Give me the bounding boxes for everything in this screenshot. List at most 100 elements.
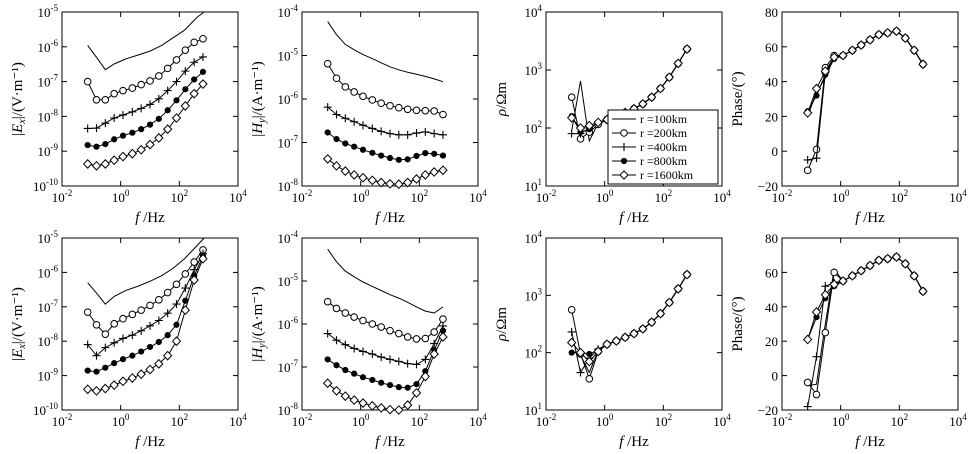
x-tick-label: 10-2 bbox=[52, 188, 73, 205]
plot-frame bbox=[781, 237, 959, 411]
data-point bbox=[438, 332, 448, 342]
series-line bbox=[571, 274, 688, 355]
data-point bbox=[673, 283, 683, 294]
data-point bbox=[420, 169, 431, 180]
data-point bbox=[129, 129, 136, 136]
data-point bbox=[567, 93, 576, 101]
data-point bbox=[102, 364, 109, 371]
y-tick-label: 104 bbox=[525, 229, 543, 246]
y-tick-label: 0 bbox=[772, 144, 779, 159]
data-point bbox=[404, 384, 411, 391]
data-point bbox=[92, 320, 101, 329]
data-point bbox=[118, 110, 127, 119]
data-point bbox=[838, 50, 848, 61]
data-point bbox=[430, 107, 438, 115]
data-point bbox=[351, 143, 358, 150]
y-tick-label: 10-7 bbox=[278, 134, 299, 151]
data-point bbox=[421, 106, 430, 115]
data-point bbox=[394, 179, 404, 190]
data-point bbox=[439, 152, 447, 159]
data-point bbox=[349, 395, 359, 406]
data-point bbox=[412, 335, 421, 343]
legend-label: r =100km bbox=[640, 112, 688, 126]
data-point bbox=[593, 346, 603, 357]
y-tick-label: 104 bbox=[525, 3, 543, 20]
x-tick-label: 102 bbox=[411, 412, 429, 429]
data-point bbox=[350, 344, 359, 353]
data-point bbox=[154, 316, 163, 325]
chart-bottom-rho: 10-2 100 102 104 101 102 103 104 ρ/Ωm f /Hz bbox=[494, 229, 731, 450]
data-point bbox=[154, 133, 164, 143]
data-point bbox=[110, 320, 118, 328]
x-tick-label: 102 bbox=[891, 188, 909, 205]
data-point bbox=[128, 331, 137, 340]
x-axis-label: f /Hz bbox=[855, 434, 885, 450]
series-line bbox=[327, 301, 444, 340]
data-point bbox=[350, 88, 358, 96]
plot-frame bbox=[781, 11, 959, 187]
data-point bbox=[802, 107, 813, 118]
data-point bbox=[821, 282, 830, 291]
data-point bbox=[91, 160, 102, 171]
y-tick-label: 102 bbox=[525, 344, 543, 361]
data-point bbox=[847, 45, 858, 56]
legend-label: r =200km bbox=[640, 126, 688, 140]
data-point bbox=[182, 86, 189, 93]
y-tick-label: 60 bbox=[765, 40, 778, 55]
data-point bbox=[146, 343, 154, 351]
y-tick-label: 10-8 bbox=[278, 177, 299, 194]
data-point bbox=[664, 72, 675, 83]
data-point bbox=[803, 155, 812, 164]
x-axis-label: f /Hz bbox=[619, 434, 649, 450]
data-point bbox=[350, 313, 358, 321]
x-tick-label: 100 bbox=[112, 188, 130, 205]
data-point bbox=[378, 152, 385, 159]
data-point bbox=[386, 326, 394, 335]
data-point bbox=[92, 351, 101, 360]
data-point bbox=[136, 144, 146, 155]
data-point bbox=[127, 373, 138, 383]
data-point bbox=[110, 89, 118, 98]
data-point bbox=[368, 96, 377, 104]
data-point bbox=[368, 124, 377, 133]
data-point bbox=[145, 139, 155, 150]
data-point bbox=[812, 352, 821, 361]
data-point bbox=[377, 353, 386, 362]
data-point bbox=[100, 383, 111, 394]
data-point bbox=[155, 295, 163, 304]
data-point bbox=[145, 364, 155, 375]
y-axis-label: ρ/Ωm bbox=[494, 82, 510, 118]
y-tick-label: 10-8 bbox=[38, 332, 59, 349]
data-point bbox=[576, 368, 585, 377]
data-point bbox=[377, 323, 385, 331]
data-point bbox=[404, 156, 411, 163]
data-point bbox=[129, 352, 136, 359]
data-point bbox=[100, 159, 111, 169]
data-point bbox=[332, 74, 341, 83]
y-tick-label: 10-7 bbox=[278, 358, 299, 375]
y-tick-label: 102 bbox=[525, 119, 543, 136]
series-line bbox=[87, 237, 205, 305]
y-tick-label: 10-4 bbox=[278, 229, 299, 246]
x-tick-label: 10-2 bbox=[536, 188, 557, 205]
data-point bbox=[803, 166, 812, 175]
data-point bbox=[340, 166, 351, 177]
data-point bbox=[812, 390, 821, 399]
data-point bbox=[567, 305, 576, 314]
data-point bbox=[154, 94, 163, 103]
x-tick-label: 102 bbox=[655, 188, 673, 205]
data-point bbox=[682, 44, 692, 54]
legend-marker bbox=[620, 157, 628, 165]
data-point bbox=[412, 106, 421, 115]
x-tick-label: 10-2 bbox=[292, 412, 313, 429]
data-point bbox=[402, 400, 413, 411]
data-point bbox=[138, 348, 145, 355]
data-point bbox=[359, 92, 367, 101]
data-point bbox=[173, 97, 180, 104]
y-axis-label: |Hy|/(A·m⁻¹) bbox=[250, 61, 268, 136]
data-point bbox=[333, 135, 340, 143]
data-point bbox=[820, 66, 831, 77]
data-point bbox=[350, 117, 359, 126]
y-tick-label: 10-7 bbox=[38, 298, 59, 315]
x-axis-label: f /Hz bbox=[375, 210, 405, 226]
